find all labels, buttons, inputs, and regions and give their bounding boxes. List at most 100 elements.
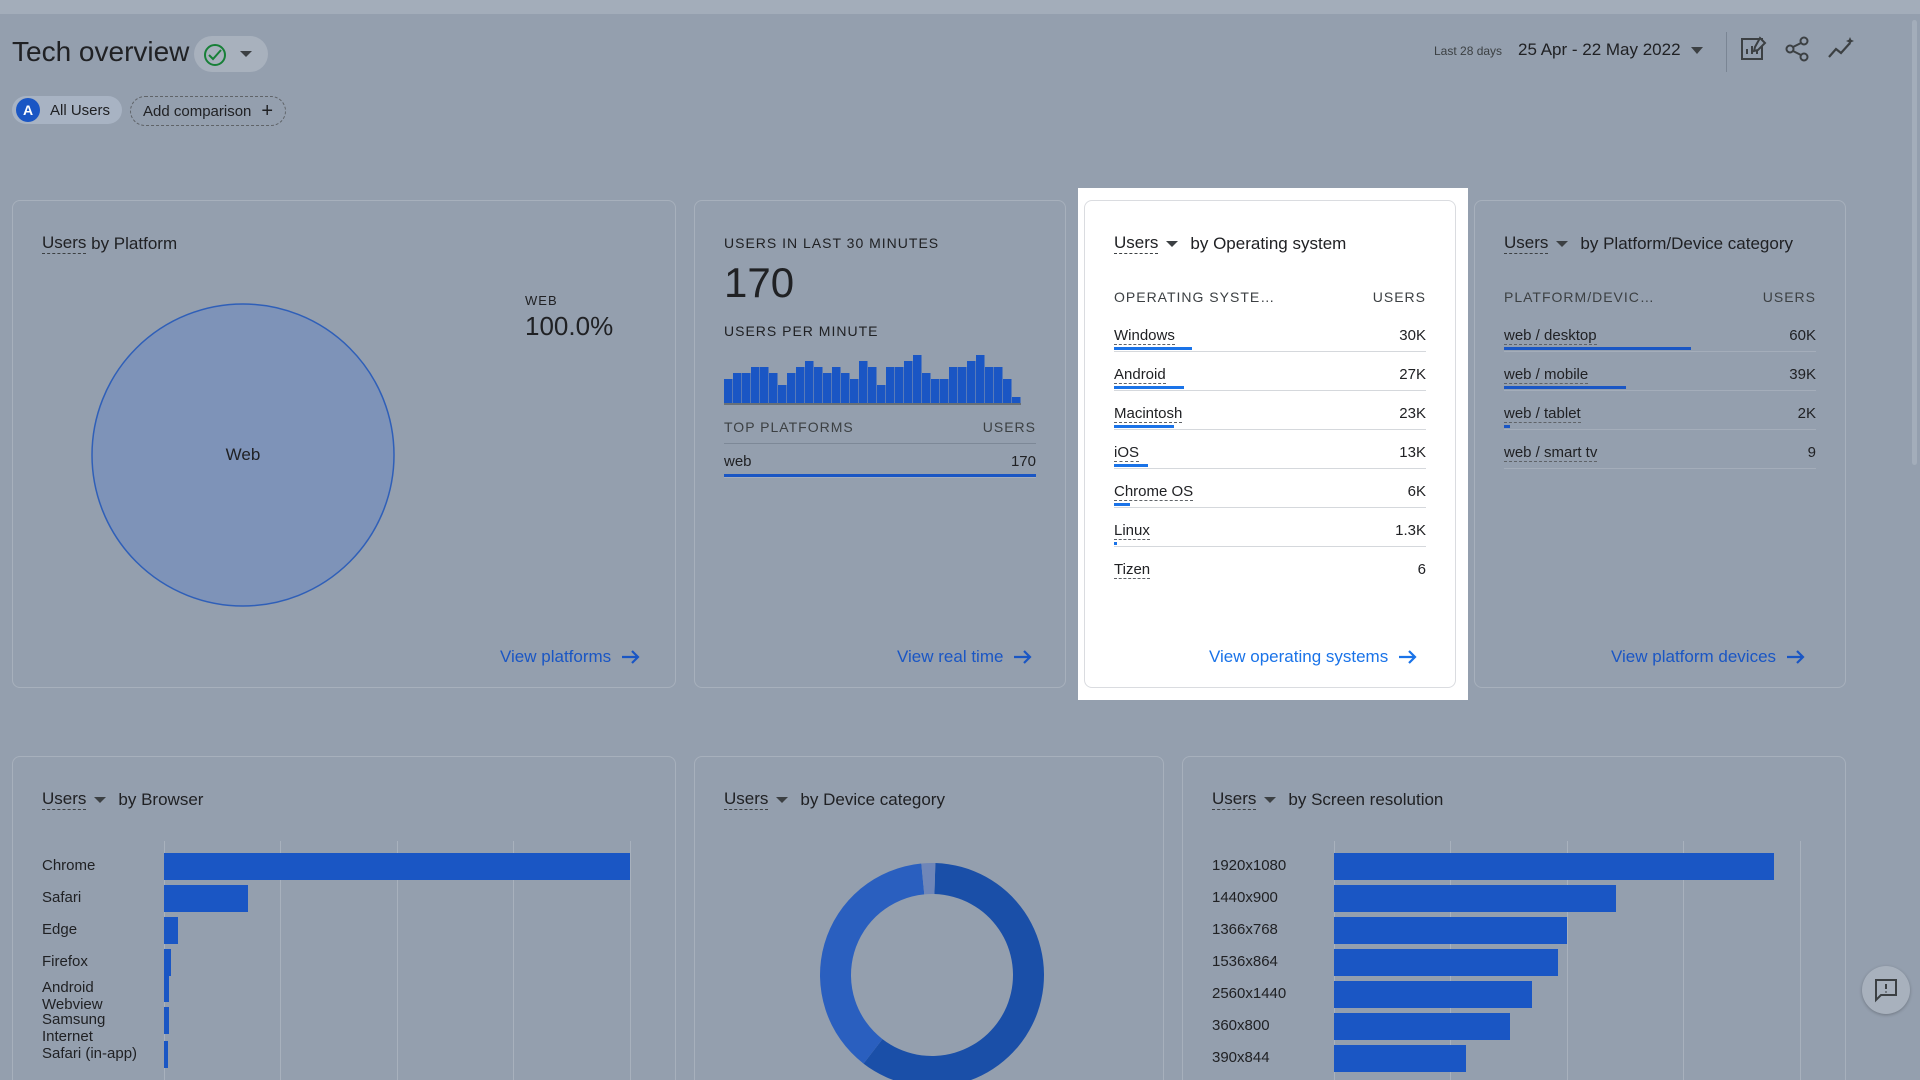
metric-label[interactable]: Users: [42, 233, 87, 254]
date-range-picker[interactable]: 25 Apr - 22 May 2022: [1518, 40, 1703, 60]
table-row[interactable]: web / tablet 2K: [1504, 391, 1816, 430]
minute-bar[interactable]: [796, 367, 805, 403]
customize-report-icon[interactable]: [1738, 34, 1770, 66]
legend-value: 100.0%: [525, 311, 614, 341]
screen-resolution-bar-chart[interactable]: 1920x1080 1440x900 1366x768 1536x864 2560x14…: [1183, 757, 1845, 1080]
minute-bar[interactable]: [805, 361, 814, 403]
minute-bar[interactable]: [724, 379, 733, 403]
bar[interactable]: [164, 949, 171, 976]
chevron-down-icon[interactable]: [776, 796, 789, 803]
minute-bar[interactable]: [967, 361, 976, 403]
minute-bar[interactable]: [895, 367, 904, 403]
card-title: Users by Device category: [724, 789, 945, 810]
minute-bar[interactable]: [1003, 379, 1012, 403]
table-row[interactable]: web / smart tv 9: [1504, 430, 1816, 469]
metric-dropdown[interactable]: Users: [1504, 233, 1549, 254]
minute-bar[interactable]: [994, 367, 1003, 403]
minute-bar[interactable]: [769, 373, 778, 403]
metric-dropdown[interactable]: Users: [1114, 233, 1159, 254]
chevron-down-icon[interactable]: [1166, 240, 1179, 247]
bar[interactable]: [1334, 917, 1568, 944]
view-real-time-label: View real time: [897, 647, 1004, 666]
report-status-dropdown[interactable]: [194, 36, 268, 72]
minute-bar[interactable]: [931, 379, 940, 403]
minute-bar[interactable]: [751, 367, 760, 403]
minute-bar[interactable]: [859, 361, 868, 403]
browser-bar-chart[interactable]: Chrome Safari Edge Firefox Android Webview Sa…: [13, 757, 675, 1080]
view-platform-devices-link[interactable]: View platform devices: [1611, 647, 1806, 667]
table-row[interactable]: Android 27K: [1114, 352, 1426, 391]
minute-bar[interactable]: [778, 385, 787, 403]
share-icon[interactable]: [1782, 34, 1814, 66]
minute-bar[interactable]: [760, 367, 769, 403]
minute-bar[interactable]: [868, 367, 877, 403]
view-operating-systems-link[interactable]: View operating systems: [1209, 647, 1418, 667]
minute-bar[interactable]: [985, 367, 994, 403]
bar[interactable]: [1334, 949, 1559, 976]
date-range-prefix: Last 28 days: [1434, 44, 1503, 58]
minute-bar[interactable]: [913, 355, 922, 403]
metric-dropdown[interactable]: Users: [1212, 789, 1257, 810]
platform-pie-chart[interactable]: Web: [89, 301, 399, 611]
donut-slice-tablet[interactable]: [921, 863, 936, 895]
minute-bar[interactable]: [949, 367, 958, 403]
minute-bar[interactable]: [958, 367, 967, 403]
row-label: web / desktop: [1504, 327, 1597, 345]
minute-bar[interactable]: [733, 373, 742, 403]
bar[interactable]: [164, 917, 178, 944]
minute-bar[interactable]: [850, 379, 859, 403]
minute-bar[interactable]: [787, 373, 796, 403]
minute-bar[interactable]: [814, 367, 823, 403]
bar[interactable]: [164, 1041, 168, 1068]
bar[interactable]: [1334, 1045, 1466, 1072]
table-row[interactable]: Tizen 6: [1114, 547, 1426, 586]
bar[interactable]: [1334, 885, 1616, 912]
bar[interactable]: [164, 885, 248, 912]
insights-icon[interactable]: [1826, 34, 1858, 66]
view-platforms-link[interactable]: View platforms: [500, 647, 641, 667]
table-row[interactable]: Windows 30K: [1114, 313, 1426, 352]
minute-bar[interactable]: [922, 373, 931, 403]
donut-slice-desktop[interactable]: [863, 863, 1044, 1080]
minute-bar[interactable]: [841, 373, 850, 403]
donut-slice-mobile[interactable]: [820, 863, 925, 1064]
segment-chip-all-users[interactable]: A All Users: [12, 96, 123, 124]
per-minute-bar-chart[interactable]: [724, 351, 1024, 405]
bar[interactable]: [1334, 853, 1774, 880]
minute-bar[interactable]: [832, 367, 841, 403]
add-comparison-button[interactable]: Add comparison +: [130, 96, 287, 126]
table-row[interactable]: iOS 13K: [1114, 430, 1426, 469]
view-real-time-link[interactable]: View real time: [897, 647, 1033, 667]
bar[interactable]: [1334, 981, 1532, 1008]
table-row[interactable]: Linux 1.3K: [1114, 508, 1426, 547]
chevron-down-icon[interactable]: [94, 796, 107, 803]
table-row[interactable]: web / mobile 39K: [1504, 352, 1816, 391]
minute-bar[interactable]: [940, 379, 949, 403]
feedback-icon: [1875, 979, 1897, 1003]
minute-bar[interactable]: [877, 385, 886, 403]
metric-dropdown[interactable]: Users: [42, 789, 87, 810]
feedback-button[interactable]: [1862, 966, 1910, 1014]
table-row[interactable]: web / desktop 60K: [1504, 313, 1816, 352]
row-bar: [724, 474, 1036, 477]
minute-bar[interactable]: [904, 361, 913, 403]
chevron-down-icon[interactable]: [1556, 240, 1569, 247]
chevron-down-icon[interactable]: [1264, 796, 1277, 803]
bar[interactable]: [164, 975, 169, 1002]
minute-bar[interactable]: [742, 373, 751, 403]
bar[interactable]: [164, 1007, 169, 1034]
table-row[interactable]: Macintosh 23K: [1114, 391, 1426, 430]
minute-bar[interactable]: [1012, 397, 1021, 403]
minute-bar[interactable]: [823, 373, 832, 403]
bar[interactable]: [164, 853, 630, 880]
device-category-donut-chart[interactable]: [818, 861, 1046, 1080]
page-scrollbar[interactable]: [1912, 20, 1917, 465]
bar[interactable]: [1334, 1013, 1510, 1040]
minute-bar[interactable]: [976, 355, 985, 403]
metric-dropdown[interactable]: Users: [724, 789, 769, 810]
os-rows: Windows 30K Android 27K Macintosh 23K iOS 13K Ch…: [1114, 313, 1426, 586]
table-row[interactable]: web 170: [724, 444, 1036, 478]
minute-bar[interactable]: [886, 367, 895, 403]
table-row[interactable]: Chrome OS 6K: [1114, 469, 1426, 508]
users-by-device-category-card: Users by Device category: [694, 756, 1164, 1080]
